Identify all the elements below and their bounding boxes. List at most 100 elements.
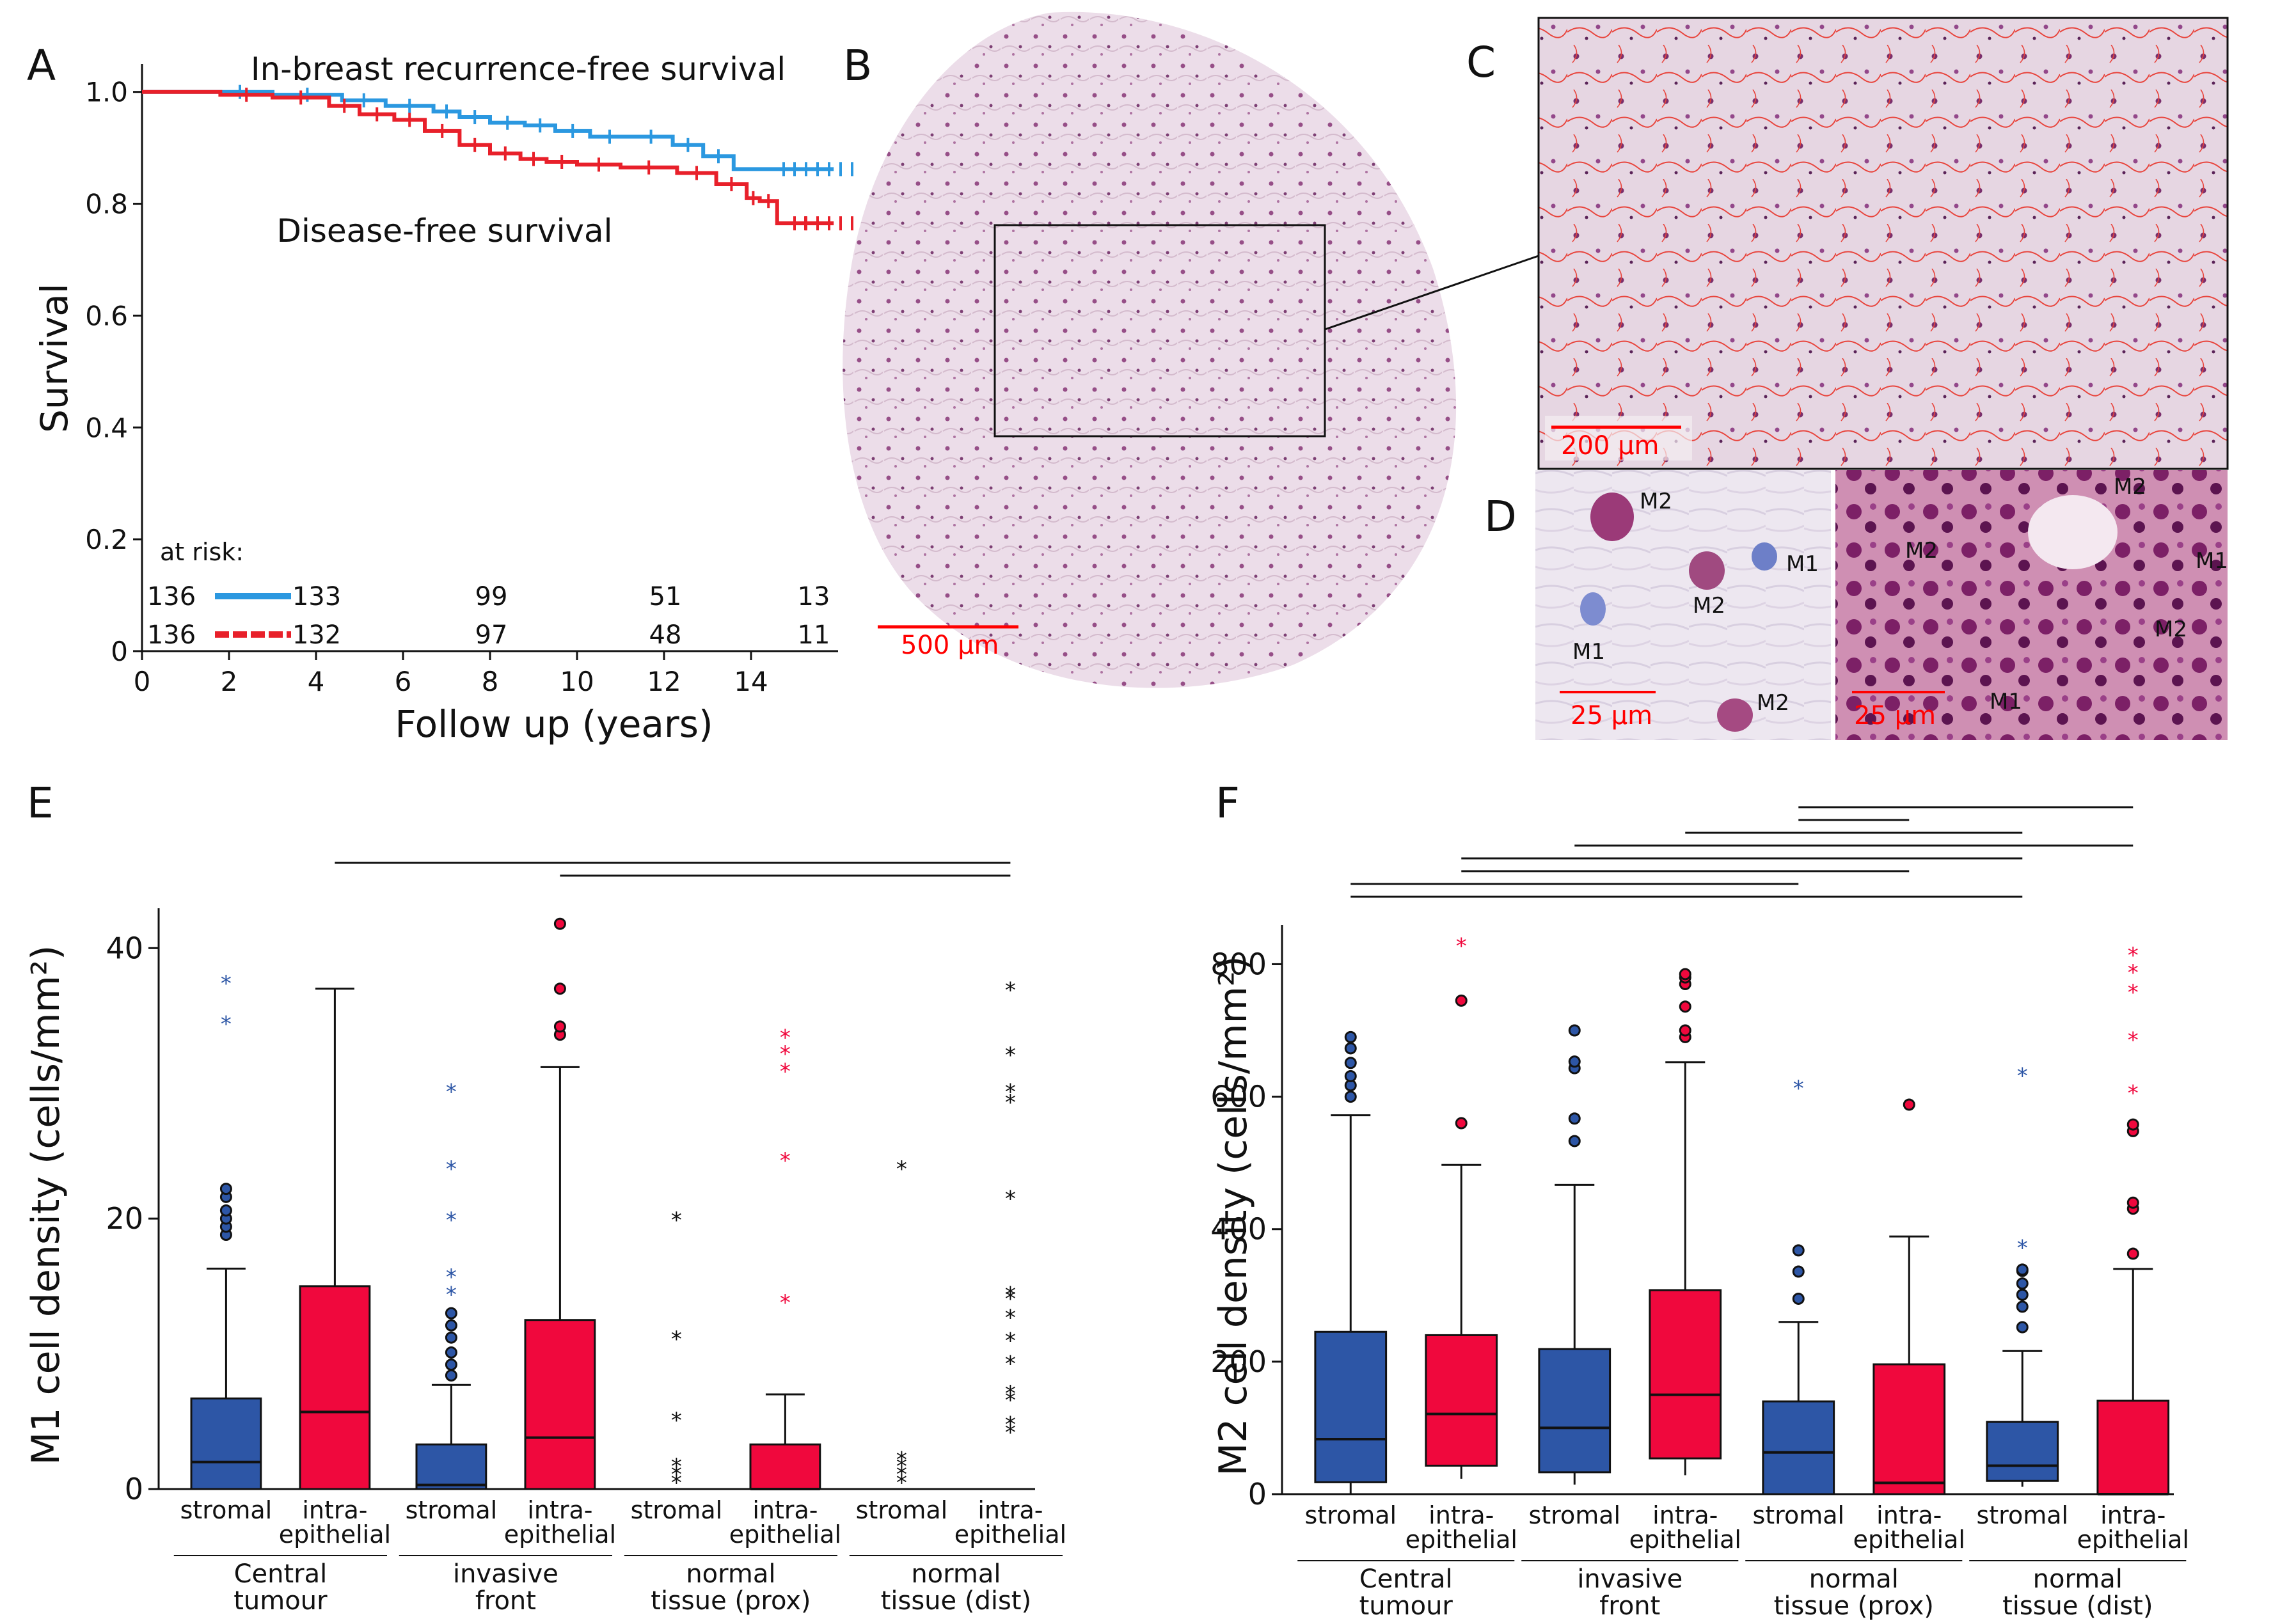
extreme-point: * [1005, 978, 1016, 1004]
extreme-point: * [446, 1282, 457, 1307]
tissue-core [843, 12, 1457, 688]
outlier-point [445, 1346, 457, 1359]
group-label: tumour [234, 1586, 328, 1616]
extreme-point: * [780, 1041, 791, 1067]
group-label: front [475, 1586, 536, 1616]
extreme-point: * [446, 1079, 457, 1105]
box-label-intra: intra- [1429, 1501, 1494, 1529]
extreme-point: * [2017, 1063, 2028, 1089]
zoom-rectangle [994, 224, 1326, 438]
outlier-point [2016, 1288, 2029, 1301]
panel-label-c: C [1466, 38, 1496, 87]
extreme-point: * [671, 1208, 682, 1233]
box [1314, 1330, 1388, 1483]
y-tick-label: 0.8 [85, 189, 128, 220]
box-label-intra: epithelial [729, 1520, 841, 1549]
cell-label: M2 [1640, 489, 1672, 514]
panel-label-d: D [1484, 492, 1517, 541]
x-tick-label: 6 [395, 666, 412, 697]
extreme-point: * [2128, 960, 2139, 986]
extreme-point: * [671, 1462, 682, 1488]
macrophage-images: M2 M1 M2 M1 M2 25 µm M2 M2 M1 M2 M1 25 µ… [1535, 470, 2228, 740]
outlier-point [1679, 1000, 1691, 1013]
extreme-point: * [671, 1470, 682, 1495]
y-axis-label: Survival [33, 283, 76, 433]
y-tick-label: 0 [125, 1472, 143, 1506]
outlier-point [553, 917, 566, 930]
outlier-point [1344, 1091, 1357, 1103]
box [299, 1285, 371, 1490]
scale-label-d-left: 25 µm [1571, 701, 1652, 730]
y-tick-label: 1.0 [85, 77, 128, 108]
outlier-point [219, 1183, 232, 1195]
box-label-intra: epithelial [1853, 1525, 1965, 1554]
outlier-point [1568, 1055, 1581, 1068]
extreme-point: * [1005, 1387, 1016, 1413]
cell-label: M2 [2114, 474, 2146, 500]
extreme-point: * [671, 1327, 682, 1352]
extreme-point: * [446, 1208, 457, 1233]
zoomed-tissue-image: 200 µm [1537, 17, 2229, 470]
outlier-point [219, 1204, 232, 1217]
tissue-core-image: 500 µm [843, 12, 1539, 688]
y-tick-label: 40 [106, 931, 143, 965]
cell-m2 [1717, 698, 1753, 732]
y-tick-label: 20 [106, 1201, 143, 1236]
y-tick-label: 0.2 [85, 524, 128, 555]
group-label: invasive [453, 1559, 558, 1589]
box [749, 1443, 821, 1490]
group-label: Central [1359, 1565, 1453, 1594]
y-tick-label: 0 [111, 636, 128, 667]
outlier-point [445, 1358, 457, 1371]
box-label-stromal: stromal [1752, 1501, 1844, 1529]
outlier-point [1455, 994, 1468, 1007]
y-tick-label: 400 [1210, 1212, 1267, 1247]
x-tick-label: 2 [221, 666, 238, 697]
extreme-point: * [1005, 1328, 1016, 1353]
outlier-point [1344, 1069, 1357, 1082]
extreme-point: * [221, 971, 232, 997]
cell-label: M2 [1905, 538, 1938, 564]
box [1538, 1348, 1611, 1474]
cell-label: M1 [2196, 548, 2228, 574]
y-axis-label: M2 cell density (cells/mm²) [1211, 956, 1256, 1476]
at-risk-value: 136 [147, 620, 196, 650]
chart-subtitle: Disease-free survival [276, 212, 612, 249]
y-tick-label: 200 [1210, 1344, 1267, 1379]
outlier-point [1344, 1057, 1357, 1069]
group-label: tissue (prox) [1774, 1591, 1934, 1621]
extreme-point: * [221, 1012, 232, 1037]
x-tick-label: 4 [308, 666, 325, 697]
y-axis-label: M1 cell density (cells/mm²) [24, 945, 68, 1465]
outlier-point [553, 1020, 566, 1033]
extreme-point: * [896, 1462, 907, 1488]
extreme-point: * [1005, 1043, 1016, 1068]
box-label-intra: intra- [1652, 1501, 1718, 1529]
box-label-stromal: stromal [1304, 1501, 1397, 1529]
cell-label: M1 [1572, 639, 1605, 665]
extreme-point: * [1005, 1351, 1016, 1376]
group-label: Central [234, 1559, 328, 1589]
zoom-connector [1324, 255, 1539, 331]
scale-backdrop-c [1545, 416, 1692, 461]
extreme-point: * [1005, 1079, 1016, 1105]
outlier-point [2126, 1196, 2139, 1209]
cell-label: M2 [1757, 690, 1789, 716]
extreme-point: * [896, 1470, 907, 1495]
group-label: tissue (dist) [881, 1586, 1031, 1616]
box-label-intra: epithelial [954, 1520, 1066, 1549]
outlier-point [2126, 1118, 2139, 1131]
outlier-point [1568, 1024, 1581, 1037]
box-label-intra: epithelial [1405, 1525, 1517, 1554]
cell-label: M1 [1786, 551, 1819, 577]
group-label: tissue (dist) [2002, 1591, 2153, 1621]
km-chart: 0 0.2 0.4 0.6 0.8 1.0 0 2 4 6 8 10 12 14 Follow up (ye… [33, 51, 853, 746]
x-tick-label: 8 [482, 666, 499, 697]
box [190, 1397, 262, 1490]
box [415, 1443, 487, 1490]
extreme-point: * [780, 1059, 791, 1085]
outlier-point [1568, 1135, 1581, 1147]
extreme-point: * [1005, 1305, 1016, 1330]
x-tick-label: 12 [647, 666, 681, 697]
at-risk-value: 48 [649, 620, 682, 650]
